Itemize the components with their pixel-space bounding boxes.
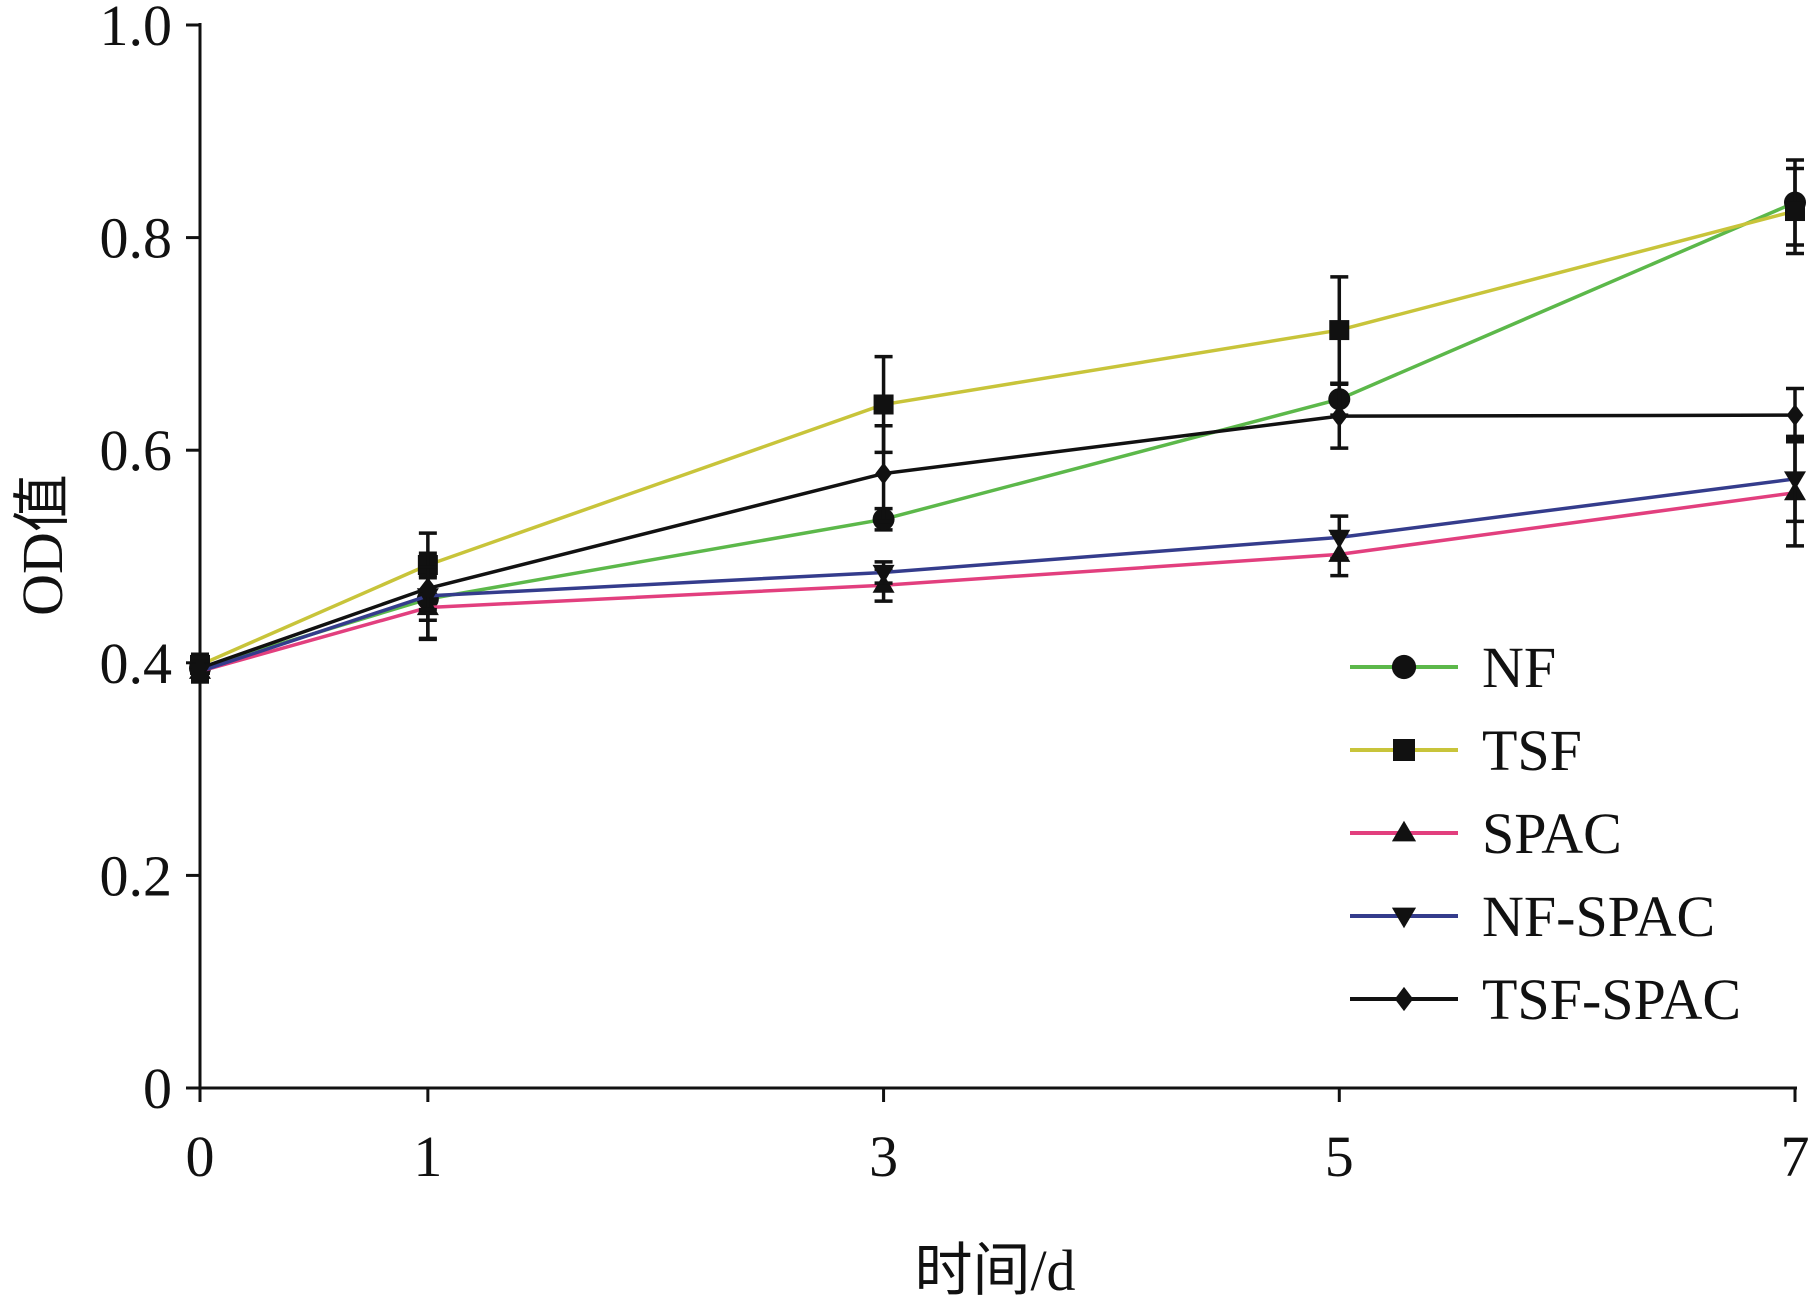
data-point	[1328, 529, 1351, 549]
data-point	[1786, 404, 1804, 427]
x-tick-label: 0	[186, 1124, 215, 1189]
series-nf	[189, 158, 1806, 681]
series-layer	[189, 158, 1806, 684]
legend-item: NF	[1350, 635, 1556, 700]
y-tick-label: 0.2	[100, 843, 173, 908]
legend-label: NF-SPAC	[1482, 884, 1715, 949]
y-axis-title: OD值	[10, 474, 75, 616]
y-tick-label: 0.6	[100, 418, 173, 483]
legend: NF TSF SPAC NF-SPAC TSF-SPAC	[1350, 635, 1741, 1032]
legend-item: NF-SPAC	[1350, 884, 1715, 949]
y-tick-label: 0.4	[100, 631, 173, 696]
legend-marker	[1394, 986, 1414, 1012]
legend-label: TSF-SPAC	[1482, 967, 1741, 1032]
y-tick-label: 1.0	[100, 0, 173, 58]
x-tick-label: 3	[869, 1124, 898, 1189]
data-point	[872, 564, 895, 584]
legend-marker	[1393, 739, 1415, 761]
axes: 0 0.2 0.4 0.6 0.8 1.0 0 1 3 5 7	[100, 0, 1810, 1189]
data-point	[873, 394, 894, 415]
x-axis-title: 时间/d	[914, 1238, 1075, 1299]
data-point	[1329, 320, 1350, 341]
y-tick-label: 0.8	[100, 206, 173, 271]
legend-marker	[1391, 907, 1417, 929]
x-tick-label: 1	[413, 1124, 442, 1189]
legend-marker	[1391, 820, 1417, 842]
legend-label: NF	[1482, 635, 1556, 700]
series-line	[199, 413, 1796, 670]
x-tick-label: 5	[1325, 1124, 1354, 1189]
data-point	[191, 657, 209, 680]
data-point	[1330, 405, 1348, 428]
x-tick-label: 7	[1781, 1124, 1810, 1189]
legend-item: TSF-SPAC	[1350, 967, 1741, 1032]
legend-item: SPAC	[1350, 801, 1622, 866]
legend-item: TSF	[1350, 718, 1582, 783]
y-tick-label: 0	[143, 1056, 172, 1121]
legend-label: TSF	[1482, 718, 1582, 783]
data-point	[419, 577, 437, 600]
series-tsf-spac	[191, 382, 1804, 681]
data-point	[1784, 471, 1806, 491]
data-point	[875, 462, 892, 485]
legend-marker	[1391, 654, 1417, 680]
data-point	[1785, 201, 1805, 222]
legend-label: SPAC	[1482, 801, 1622, 866]
